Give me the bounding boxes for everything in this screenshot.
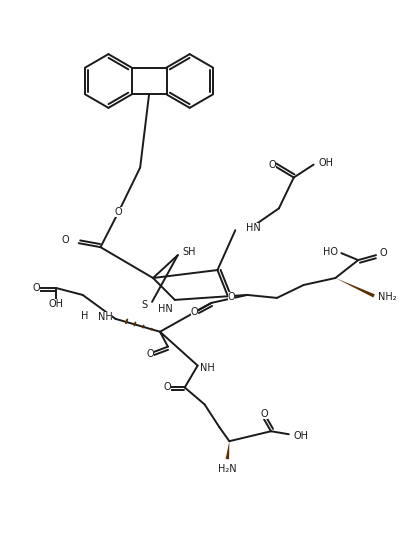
Text: HO: HO: [323, 247, 339, 257]
Text: O: O: [62, 235, 70, 245]
Text: O: O: [146, 349, 154, 358]
Text: OH: OH: [48, 299, 63, 309]
Text: O: O: [228, 292, 235, 302]
Text: HN: HN: [246, 223, 261, 234]
Text: NH₂: NH₂: [378, 292, 397, 302]
Polygon shape: [335, 278, 375, 297]
Text: SH: SH: [183, 247, 196, 257]
Text: S: S: [141, 300, 147, 310]
Text: O: O: [380, 248, 388, 258]
Text: O: O: [114, 207, 122, 217]
Text: HN: HN: [158, 304, 173, 314]
Text: O: O: [260, 409, 268, 419]
Text: NH: NH: [199, 362, 214, 372]
Text: OH: OH: [318, 157, 334, 167]
Text: H: H: [81, 311, 89, 321]
Polygon shape: [226, 441, 229, 459]
Text: NH: NH: [98, 312, 112, 322]
Text: O: O: [32, 283, 40, 293]
Text: OH: OH: [294, 431, 309, 441]
Text: O: O: [191, 307, 198, 317]
Text: H₂N: H₂N: [218, 464, 237, 474]
Text: O: O: [163, 382, 171, 393]
Text: O: O: [268, 160, 276, 170]
